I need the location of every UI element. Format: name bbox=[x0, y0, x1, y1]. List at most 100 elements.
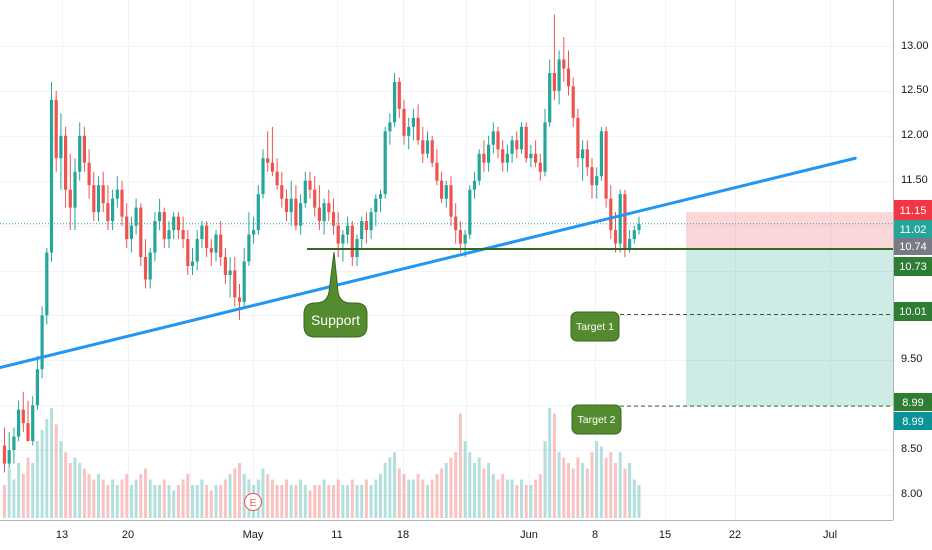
candle-body bbox=[628, 239, 632, 249]
candle-body bbox=[87, 162, 91, 186]
candle-body bbox=[571, 86, 575, 118]
volume-bar bbox=[364, 479, 368, 518]
volume-bar bbox=[176, 485, 180, 518]
volume-bar bbox=[228, 474, 232, 518]
volume-bar bbox=[129, 485, 133, 518]
volume-bar bbox=[515, 485, 519, 518]
volume-bar bbox=[181, 479, 185, 518]
candle-body bbox=[346, 225, 350, 235]
volume-bar bbox=[407, 479, 411, 518]
volume-bar bbox=[106, 485, 110, 518]
volume-bar bbox=[97, 474, 100, 518]
candle-body bbox=[303, 180, 307, 204]
candle-body bbox=[472, 180, 477, 190]
candle-body bbox=[200, 225, 204, 240]
volume-bar bbox=[604, 457, 608, 518]
volume-bar bbox=[576, 457, 580, 518]
volume-bar bbox=[444, 463, 448, 518]
candle-body bbox=[613, 230, 618, 244]
candle-body bbox=[125, 216, 129, 240]
candle-body bbox=[477, 153, 481, 181]
volume-bar bbox=[200, 479, 204, 518]
candle-body bbox=[40, 315, 44, 370]
candle-body bbox=[411, 117, 415, 127]
volume-bar bbox=[223, 479, 227, 518]
candle-body bbox=[143, 257, 148, 280]
volume-bar bbox=[172, 490, 176, 518]
y-tick-label: 12.50 bbox=[901, 84, 929, 96]
candle-body bbox=[430, 140, 434, 163]
support-callout[interactable]: Support bbox=[303, 251, 368, 338]
volume-bar bbox=[571, 468, 575, 518]
candle-body bbox=[393, 81, 397, 123]
volume-bar bbox=[238, 463, 241, 518]
x-tick-label: 13 bbox=[56, 529, 68, 541]
volume-bar bbox=[463, 441, 467, 518]
candle-body bbox=[590, 167, 594, 186]
volume-bar bbox=[313, 485, 317, 518]
candle-body bbox=[59, 135, 63, 159]
candle-body bbox=[327, 203, 331, 213]
candle-body bbox=[552, 72, 556, 91]
candle-body bbox=[397, 81, 401, 109]
volume-bar bbox=[618, 452, 622, 518]
candle-body bbox=[101, 185, 105, 204]
target2-callout[interactable]: Target 2 bbox=[571, 404, 622, 435]
target1-callout[interactable]: Target 1 bbox=[570, 311, 620, 342]
volume-bar bbox=[35, 441, 39, 518]
volume-bar bbox=[82, 468, 86, 518]
earnings-marker[interactable]: E bbox=[244, 493, 262, 511]
trendline bbox=[0, 156, 857, 369]
volume-bar bbox=[557, 452, 561, 518]
target2-label: Target 2 bbox=[578, 414, 616, 426]
volume-bar bbox=[214, 485, 218, 518]
earnings-marker-label: E bbox=[250, 498, 257, 509]
candle-body bbox=[73, 171, 77, 208]
volume-bar bbox=[440, 468, 444, 518]
candle-body bbox=[7, 450, 11, 464]
x-tick-label: Jun bbox=[520, 529, 538, 541]
volume-bar bbox=[435, 474, 439, 518]
volume-bar bbox=[219, 485, 223, 518]
candle-body bbox=[21, 409, 25, 424]
volume-bar bbox=[529, 485, 533, 518]
candle-body bbox=[505, 153, 509, 163]
volume-bar bbox=[209, 490, 213, 518]
candle-body bbox=[317, 207, 321, 222]
x-tick-label: 11 bbox=[331, 529, 342, 541]
volume-bar bbox=[115, 485, 119, 518]
volume-bar bbox=[195, 485, 199, 518]
candle-body bbox=[299, 203, 303, 226]
candle-body bbox=[190, 261, 195, 267]
volume-bar bbox=[125, 474, 129, 518]
candle-body bbox=[284, 198, 289, 213]
volume-bar bbox=[590, 452, 594, 518]
candle-body bbox=[26, 423, 30, 442]
volume-bar bbox=[346, 485, 350, 518]
volume-bar bbox=[17, 463, 21, 518]
candle-body bbox=[64, 135, 68, 190]
candle-body bbox=[496, 131, 500, 150]
volume-bar bbox=[78, 463, 82, 518]
volume-bar bbox=[416, 474, 420, 518]
volume-bar bbox=[50, 408, 53, 518]
candle-body bbox=[49, 99, 54, 253]
candle-body bbox=[313, 189, 317, 208]
svg-text:11.02: 11.02 bbox=[900, 224, 927, 236]
candle-body bbox=[195, 239, 199, 262]
candle-body bbox=[106, 203, 110, 222]
candle-body bbox=[223, 257, 227, 275]
candle-body bbox=[205, 225, 209, 249]
candle-body bbox=[115, 189, 119, 199]
volume-bar bbox=[270, 479, 274, 518]
volume-bar bbox=[233, 468, 237, 518]
candle-body bbox=[96, 185, 101, 213]
svg-text:10.73: 10.73 bbox=[899, 261, 927, 273]
volume-bar bbox=[355, 485, 359, 518]
candle-body bbox=[562, 59, 566, 69]
volume-bar bbox=[336, 479, 340, 518]
volume-bar bbox=[430, 479, 434, 518]
candle-body bbox=[529, 153, 533, 159]
volume-bar bbox=[482, 468, 486, 518]
